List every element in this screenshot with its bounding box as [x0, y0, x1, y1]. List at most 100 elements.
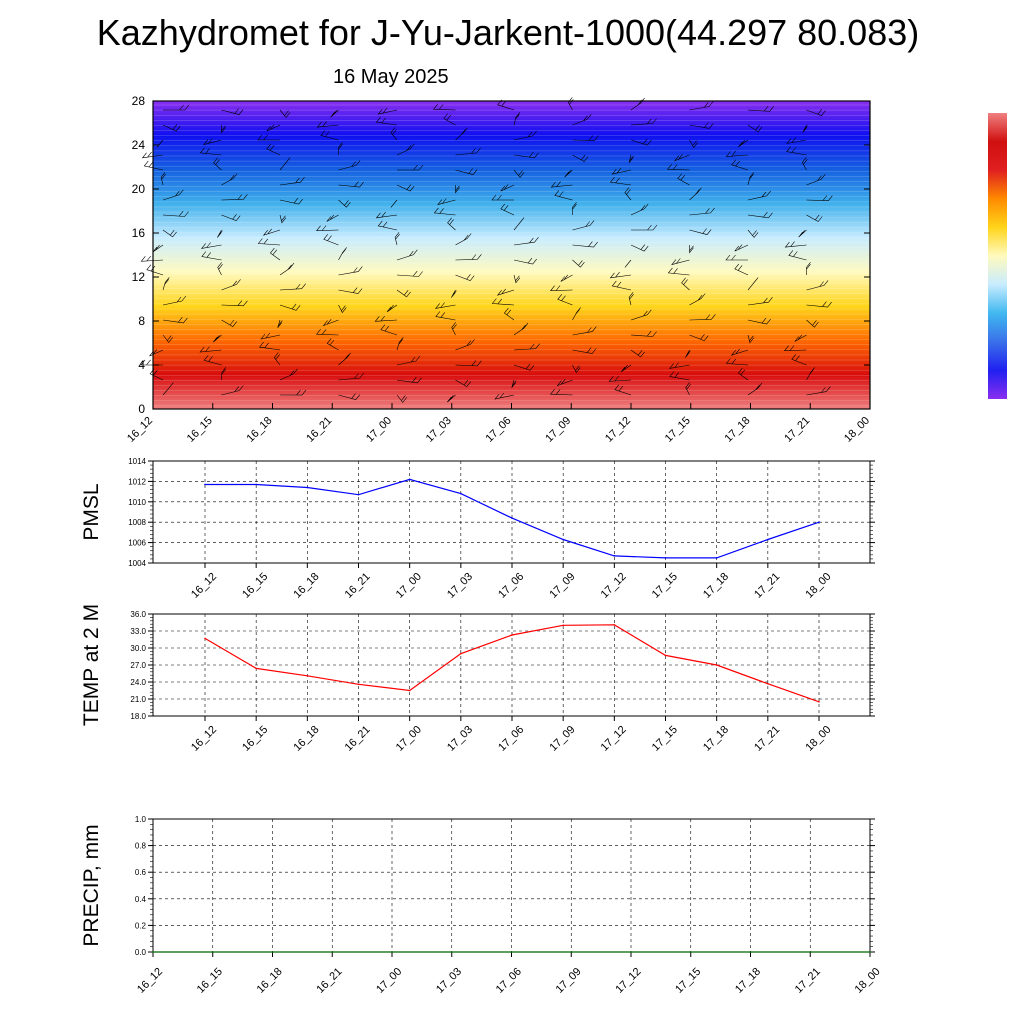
data-point	[255, 483, 257, 486]
wind-barb	[221, 385, 244, 396]
wind-barb	[630, 330, 657, 337]
wind-barb	[432, 104, 456, 111]
wind-barb	[221, 279, 241, 291]
wind-barb	[338, 266, 363, 276]
wind-barb	[689, 207, 715, 216]
data-point	[357, 683, 360, 686]
wind-barb	[315, 329, 339, 336]
wind-barb	[390, 199, 398, 208]
wind-barb	[221, 300, 248, 307]
wind-barb	[572, 364, 581, 374]
wind-barb	[806, 214, 823, 222]
wind-barb	[279, 262, 295, 276]
wind-barb	[689, 101, 714, 111]
wind-barb	[260, 332, 281, 340]
wind-barb	[455, 339, 475, 351]
wind-barb	[221, 173, 238, 186]
wind-barb	[806, 319, 819, 328]
wind-barb	[396, 355, 421, 366]
wind-barb	[513, 322, 529, 336]
wind-barb	[162, 382, 174, 396]
wind-barb	[572, 241, 598, 248]
data-point	[664, 654, 667, 657]
wind-barb	[614, 384, 632, 396]
wind-barb	[784, 241, 807, 248]
wind-barb	[806, 174, 826, 186]
data-point	[255, 667, 257, 670]
data-point	[152, 951, 154, 953]
wind-barb	[554, 190, 573, 201]
wind-barb	[747, 382, 763, 396]
x-tick-label: 17_12	[613, 966, 643, 996]
wind-barb	[677, 173, 690, 186]
data-point	[869, 951, 871, 953]
x-tick-label: 17_03	[434, 966, 464, 996]
wind-barb	[322, 319, 339, 327]
wind-barb	[806, 301, 832, 308]
wind-barb	[279, 368, 298, 381]
wind-barb	[608, 375, 632, 382]
wind-barb	[747, 172, 755, 186]
y-tick-label: 24.0	[130, 678, 146, 687]
wind-barb	[549, 285, 573, 292]
wind-barb	[747, 277, 759, 291]
wind-barb	[221, 367, 227, 381]
y-axis-title: TEMP at 2 M	[80, 604, 103, 726]
wind-barb	[162, 210, 189, 217]
wind-barb	[338, 181, 364, 188]
x-tick-label: 17_09	[554, 966, 584, 996]
wind-barb	[671, 258, 690, 266]
pmsl-panel: 1004 1006 1008 1010 1012 1014 16_12 16_15 16_18 1…	[80, 457, 875, 601]
x-tick-label: 17_00	[394, 571, 424, 601]
wind-barb	[162, 124, 181, 132]
data-point	[562, 624, 564, 627]
y-tick-label: 4	[138, 358, 145, 372]
wind-barb	[330, 109, 339, 118]
wind-barb	[549, 389, 573, 396]
wind-barb	[279, 283, 306, 291]
wind-barb	[734, 263, 749, 276]
wind-barb	[396, 249, 418, 261]
data-point	[511, 517, 513, 519]
data-point	[460, 652, 462, 655]
wind-barb	[455, 360, 482, 367]
wind-barb	[386, 304, 398, 313]
x-tick-label: 17_15	[663, 415, 693, 445]
x-tick-label: 16_12	[189, 571, 219, 601]
wind-barb	[806, 262, 811, 275]
x-tick-label: 17_21	[752, 571, 782, 601]
wind-barb	[747, 105, 774, 112]
x-tick-label: 17_21	[752, 724, 782, 754]
wind-barb	[143, 160, 164, 171]
data-point	[767, 538, 769, 541]
wind-barb	[221, 108, 244, 115]
y-tick-label: 0.4	[135, 895, 147, 904]
wind-barb	[377, 220, 398, 231]
x-tick-label: 16_21	[343, 724, 373, 754]
wind-barb	[783, 345, 807, 352]
wind-barb	[162, 229, 177, 238]
data-point	[306, 674, 309, 677]
wind-barb	[326, 338, 339, 351]
x-tick-label: 16_12	[189, 724, 219, 754]
wind-barb	[338, 393, 361, 401]
wind-barb	[201, 251, 222, 261]
wind-barb	[338, 287, 363, 294]
wind-barb	[560, 274, 573, 282]
wind-barb	[338, 247, 347, 261]
wind-barb	[806, 109, 826, 116]
x-tick-label: 16_15	[195, 966, 225, 996]
x-tick-label: 17_03	[445, 724, 475, 754]
data-point	[613, 623, 616, 626]
data-point	[271, 951, 274, 953]
wind-barbs	[140, 97, 833, 403]
y-tick-label: 8	[138, 314, 145, 328]
wind-barb	[806, 367, 815, 381]
wind-barb	[162, 189, 184, 201]
y-tick-label: 0.6	[135, 868, 147, 877]
wind-barb	[266, 143, 281, 156]
y-tick-label: 0.2	[135, 921, 147, 930]
wind-barb	[162, 317, 188, 324]
data-point	[204, 637, 206, 640]
wind-barb	[316, 121, 339, 128]
